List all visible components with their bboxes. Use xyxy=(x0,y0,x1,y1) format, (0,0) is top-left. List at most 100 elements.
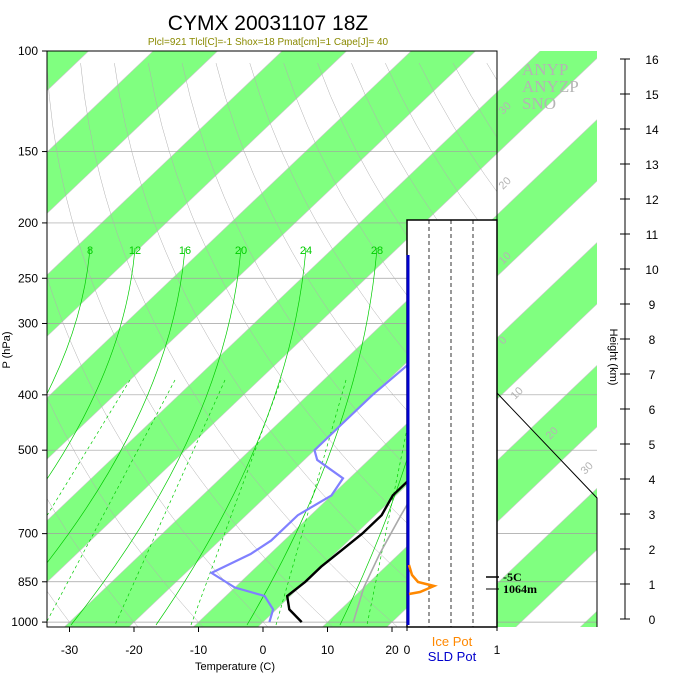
height-tick-label: 16 xyxy=(645,53,659,67)
x-tick-label: -20 xyxy=(125,643,143,657)
x-tick-label: -30 xyxy=(61,643,79,657)
dry-adiabat xyxy=(249,63,497,451)
isotherm-label: 10 xyxy=(509,385,526,402)
ice-pot-label: Ice Pot xyxy=(432,634,473,649)
mixing-ratio-label: 20 xyxy=(235,245,247,257)
annotation-height: 1064m xyxy=(503,582,537,596)
isotherm-label: 30 xyxy=(579,460,596,477)
isotherm-line xyxy=(257,303,597,627)
isotherm-line xyxy=(47,57,597,583)
pot-tick-label: 0 xyxy=(404,643,411,657)
mixing-ratio-line xyxy=(114,379,226,626)
x-tick-label: 10 xyxy=(321,643,335,657)
height-tick-label: 7 xyxy=(649,368,656,382)
precip-type-item: ANYP xyxy=(522,60,568,79)
height-tick-label: 9 xyxy=(649,298,656,312)
y-tick-label: 700 xyxy=(18,527,38,541)
isotherm-line xyxy=(192,242,597,627)
height-tick-label: 3 xyxy=(649,508,656,522)
y-tick-label: 1000 xyxy=(11,615,38,629)
y-tick-label: 500 xyxy=(18,443,38,457)
dry-adiabat xyxy=(47,63,334,627)
dry-adiabat xyxy=(656,63,680,634)
height-tick-label: 13 xyxy=(645,158,659,172)
height-tick-label: 1 xyxy=(649,578,656,592)
mixing-ratio-label: 24 xyxy=(300,245,312,257)
mixing-ratio-line xyxy=(275,379,347,626)
x-tick-label: -10 xyxy=(190,643,208,657)
mixing-ratio-label: 8 xyxy=(87,245,93,257)
moist-adiabat xyxy=(155,247,307,626)
isotherm-line xyxy=(450,487,597,627)
chart-subtitle: Plcl=921 Tlcl[C]=-1 Shox=18 Pmat[cm]=1 C… xyxy=(148,37,389,48)
ice-pot-line xyxy=(407,564,438,596)
right-envelope xyxy=(496,392,598,627)
x-axis-label: Temperature (C) xyxy=(195,661,275,673)
height-tick-label: 14 xyxy=(645,123,659,137)
precip-type-item: SNO xyxy=(522,94,556,113)
x-axis: -30 -20 -10 0 10 20 xyxy=(61,627,399,657)
x-tick-label: 20 xyxy=(385,643,399,657)
dry-adiabat xyxy=(47,396,204,627)
height-axis-label: Height (km) xyxy=(607,329,619,386)
isotherm-bands xyxy=(47,51,597,627)
isotherm-line xyxy=(47,51,219,214)
chart-title: CYMX 20031107 18Z xyxy=(168,12,369,35)
mixing-ratio-label: 28 xyxy=(371,245,383,257)
dry-adiabat xyxy=(283,63,497,400)
mixing-ratio-label: 16 xyxy=(179,245,191,257)
mixing-ratio-lines: 8121620242832 xyxy=(47,245,491,626)
moist-adiabat xyxy=(47,247,186,564)
dry-adiabat xyxy=(47,498,139,627)
precip-type-item: ANYZP xyxy=(522,77,579,96)
height-tick-label: 15 xyxy=(645,88,659,102)
y-tick-label: 100 xyxy=(18,44,38,58)
isobar-lines xyxy=(47,51,597,623)
isotherm-label: 20 xyxy=(497,175,514,192)
series-line xyxy=(285,370,497,623)
isotherm-line xyxy=(47,51,541,522)
dry-adiabat xyxy=(47,276,269,627)
height-tick-label: 4 xyxy=(649,473,656,487)
y-tick-label: 850 xyxy=(18,575,38,589)
height-tick-label: 0 xyxy=(649,613,656,627)
dry-adiabat xyxy=(47,590,74,627)
pot-panel-frame xyxy=(406,219,498,628)
isotherm-band xyxy=(47,51,597,583)
height-tick-label: 2 xyxy=(649,543,656,557)
annotation-temp: -5C xyxy=(503,570,522,584)
y-tick-label: 300 xyxy=(18,316,38,330)
dry-adiabat xyxy=(588,63,680,634)
isotherm-line xyxy=(47,51,348,337)
height-tick-label: 8 xyxy=(649,333,656,347)
mixing-ratio-label: 12 xyxy=(129,245,141,257)
moist-adiabat xyxy=(70,247,242,626)
mixing-ratio-line xyxy=(47,379,176,622)
height-tick-label: 11 xyxy=(646,228,659,242)
y-tick-label: 400 xyxy=(18,388,38,402)
isotherm-line xyxy=(47,51,283,276)
height-tick-label: 6 xyxy=(649,403,656,417)
y-tick-label: 250 xyxy=(18,271,38,285)
isotherm-line xyxy=(47,51,477,460)
sld-pot-label: SLD Pot xyxy=(428,649,477,664)
moist-adiabat xyxy=(47,247,91,395)
isotherm-line xyxy=(47,51,412,399)
pot-tick-label: 1 xyxy=(494,643,501,657)
y-tick-label: 150 xyxy=(18,145,38,159)
moist-adiabat xyxy=(47,247,136,480)
x-tick-label: 0 xyxy=(260,643,267,657)
height-tick-label: 10 xyxy=(645,263,659,277)
isotherm-line xyxy=(637,25,680,634)
height-tick-label: 12 xyxy=(645,193,659,207)
height-tick-label: 5 xyxy=(649,438,656,452)
moist-adiabat xyxy=(246,247,378,626)
y-tick-label: 200 xyxy=(18,216,38,230)
isotherm-line xyxy=(63,119,597,627)
isotherm-line xyxy=(47,51,154,153)
